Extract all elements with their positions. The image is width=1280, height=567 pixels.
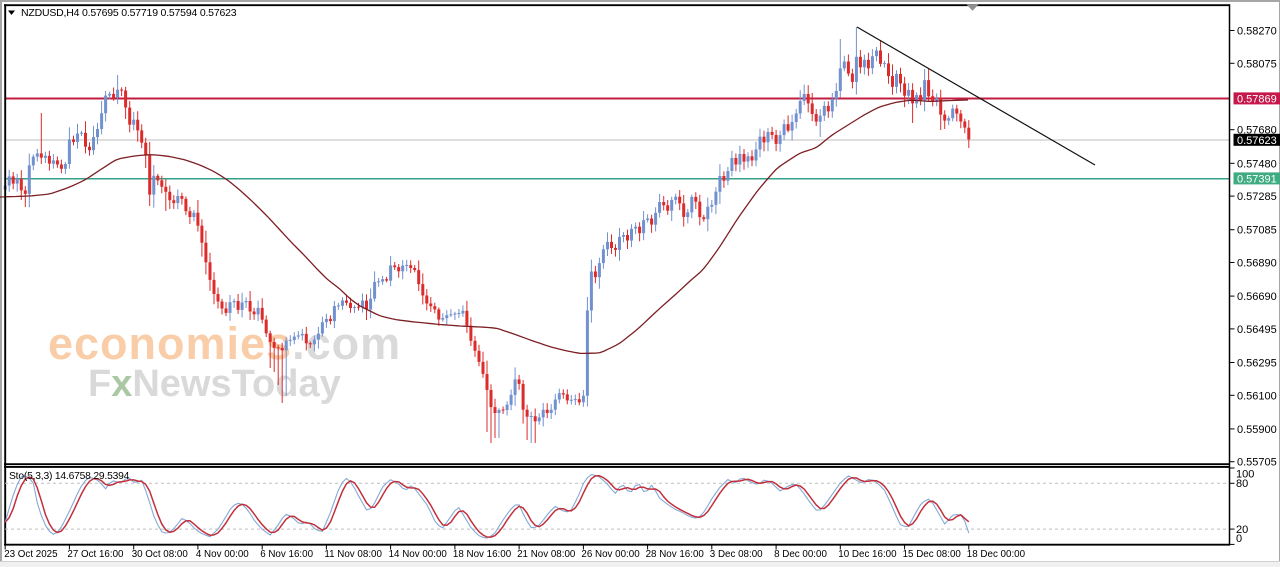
svg-text:0.58075: 0.58075 [1237,58,1277,70]
svg-text:10 Dec 16:00: 10 Dec 16:00 [838,549,897,560]
svg-text:0.57869: 0.57869 [1237,93,1277,105]
svg-text:8 Dec 00:00: 8 Dec 00:00 [774,549,827,560]
svg-text:28 Nov 16:00: 28 Nov 16:00 [646,549,705,560]
svg-text:6 Nov 16:00: 6 Nov 16:00 [260,549,313,560]
svg-text:26 Nov 00:00: 26 Nov 00:00 [581,549,640,560]
svg-text:20: 20 [1236,524,1248,536]
svg-text:NZDUSD,H4 0.57695 0.57719 0.5: NZDUSD,H4 0.57695 0.57719 0.57594 0.5762… [21,7,237,19]
svg-text:0.57480: 0.57480 [1237,158,1277,170]
svg-text:0: 0 [1236,533,1242,545]
svg-text:economies.com: economies.com [48,318,401,369]
svg-text:0.55900: 0.55900 [1237,424,1277,436]
svg-text:0.58270: 0.58270 [1237,26,1277,38]
svg-text:0.56295: 0.56295 [1237,358,1277,370]
svg-text:4 Nov 00:00: 4 Nov 00:00 [196,549,249,560]
svg-text:FxNewsToday: FxNewsToday [88,363,341,405]
svg-text:0.57085: 0.57085 [1237,225,1277,237]
svg-text:11 Nov 08:00: 11 Nov 08:00 [324,549,382,560]
svg-text:21 Nov 08:00: 21 Nov 08:00 [517,549,576,560]
svg-text:27 Oct 16:00: 27 Oct 16:00 [67,549,124,560]
svg-text:0.55705: 0.55705 [1237,457,1277,469]
svg-text:0.56495: 0.56495 [1237,324,1277,336]
svg-text:18 Nov 16:00: 18 Nov 16:00 [453,549,512,560]
svg-text:0.57391: 0.57391 [1237,173,1277,185]
svg-text:3 Dec 08:00: 3 Dec 08:00 [710,549,763,560]
svg-text:0.56100: 0.56100 [1237,390,1277,402]
svg-text:0.57680: 0.57680 [1237,125,1277,137]
svg-text:0.57285: 0.57285 [1237,191,1277,203]
svg-text:Sto(5,3,3) 14.6758 29.5394: Sto(5,3,3) 14.6758 29.5394 [9,471,130,482]
svg-text:100: 100 [1236,469,1254,481]
svg-text:80: 80 [1236,478,1248,490]
svg-text:14 Nov 00:00: 14 Nov 00:00 [389,549,448,560]
svg-text:23 Oct 2025: 23 Oct 2025 [4,549,58,560]
svg-text:0.56890: 0.56890 [1237,258,1277,270]
svg-text:0.57623: 0.57623 [1237,135,1277,147]
svg-text:15 Dec 08:00: 15 Dec 08:00 [903,549,962,560]
svg-text:30 Oct 08:00: 30 Oct 08:00 [132,549,189,560]
svg-text:18 Dec 00:00: 18 Dec 00:00 [967,549,1026,560]
svg-text:0.56690: 0.56690 [1237,291,1277,303]
